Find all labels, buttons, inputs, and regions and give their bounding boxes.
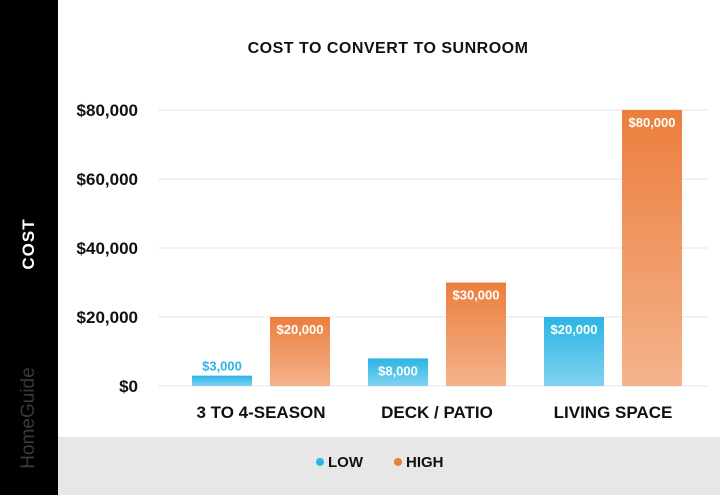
chart-title: COST TO CONVERT TO SUNROOM	[248, 40, 529, 57]
y-axis-label: COST	[19, 218, 38, 270]
bar-low	[368, 358, 428, 386]
bar-high	[270, 317, 330, 386]
data-label: $30,000	[453, 288, 500, 303]
y-tick-label: $40,000	[77, 239, 138, 258]
data-label: $20,000	[277, 322, 324, 337]
x-category-label: DECK / PATIO	[381, 403, 493, 422]
y-tick-label: $20,000	[77, 308, 138, 327]
legend-bar	[58, 437, 720, 495]
legend-marker-high	[394, 458, 402, 466]
legend-marker-low	[316, 458, 324, 466]
data-label: $8,000	[378, 363, 418, 378]
data-label: $3,000	[202, 359, 242, 374]
x-category-label: LIVING SPACE	[554, 403, 673, 422]
legend-label-high: HIGH	[406, 454, 444, 471]
bar-low	[544, 317, 604, 386]
brand-watermark: HomeGuide	[18, 367, 39, 469]
x-category-label: 3 TO 4-SEASON	[196, 403, 325, 422]
chart-svg: COST TO CONVERT TO SUNROOM $0 $20,000 $40,0…	[77, 40, 708, 471]
bar-low	[192, 375, 252, 386]
y-tick-label: $60,000	[77, 170, 138, 189]
bar-high	[446, 282, 506, 386]
data-label: $80,000	[629, 115, 676, 130]
legend-label-low: LOW	[328, 454, 364, 471]
data-label: $20,000	[551, 322, 598, 337]
y-tick-label: $0	[119, 377, 138, 396]
axis-sidebar: COST HomeGuide	[0, 0, 58, 495]
bar-high	[622, 110, 682, 386]
y-tick-label: $80,000	[77, 101, 138, 120]
